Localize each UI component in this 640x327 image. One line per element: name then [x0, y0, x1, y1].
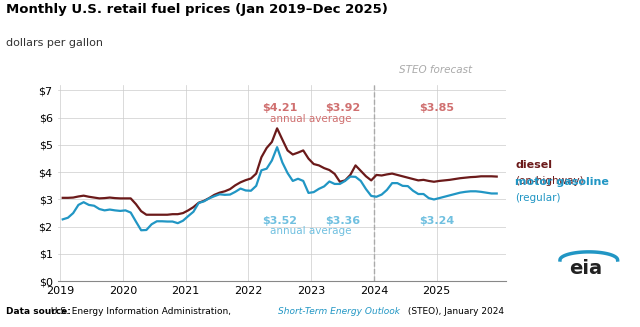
- Text: STEO forecast: STEO forecast: [399, 65, 472, 75]
- Text: annual average: annual average: [270, 114, 352, 124]
- Text: (regular): (regular): [515, 193, 561, 203]
- Text: $4.21: $4.21: [262, 103, 298, 113]
- Text: $3.52: $3.52: [262, 216, 297, 226]
- Text: Monthly U.S. retail fuel prices (Jan 2019–Dec 2025): Monthly U.S. retail fuel prices (Jan 201…: [6, 3, 388, 16]
- Text: dollars per gallon: dollars per gallon: [6, 38, 104, 48]
- Text: annual average: annual average: [270, 226, 352, 236]
- Text: $3.92: $3.92: [325, 103, 360, 113]
- Text: (STEO), January 2024: (STEO), January 2024: [405, 306, 504, 316]
- Text: U.S. Energy Information Administration,: U.S. Energy Information Administration,: [48, 306, 234, 316]
- Text: (on-highway): (on-highway): [515, 177, 584, 186]
- Text: eia: eia: [569, 259, 602, 278]
- Text: diesel: diesel: [515, 160, 552, 170]
- Text: $3.85: $3.85: [419, 103, 454, 113]
- Text: Short-Term Energy Outlook: Short-Term Energy Outlook: [278, 306, 401, 316]
- Text: Data source:: Data source:: [6, 306, 71, 316]
- Text: $3.36: $3.36: [325, 216, 360, 226]
- Text: motor gasoline: motor gasoline: [515, 177, 609, 187]
- Text: $3.24: $3.24: [419, 216, 454, 226]
